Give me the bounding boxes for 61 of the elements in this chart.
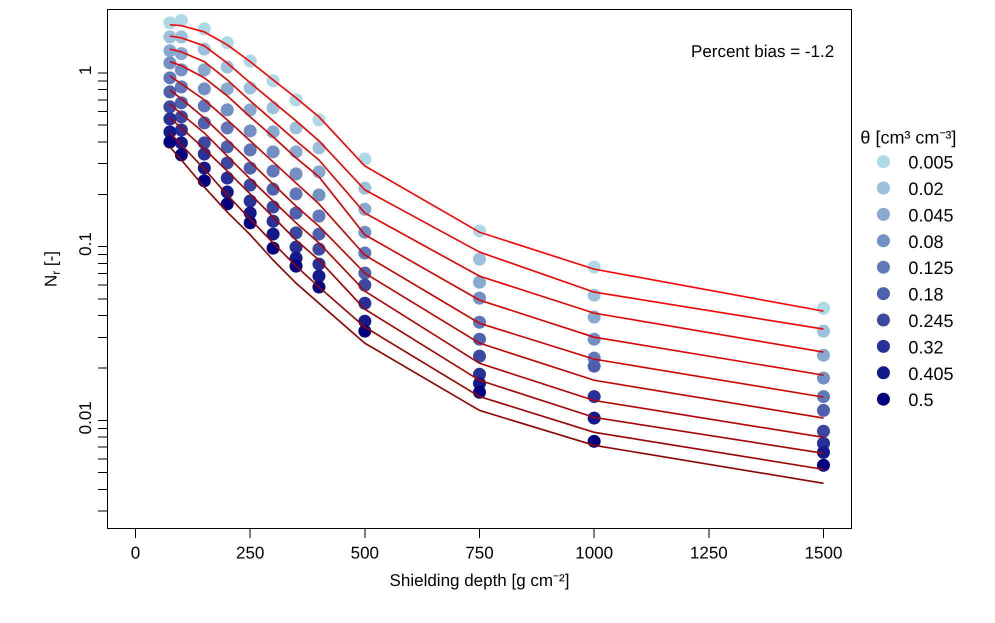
point: [163, 112, 176, 126]
point: [816, 372, 830, 385]
point: [588, 360, 601, 373]
point: [290, 187, 303, 200]
point: [266, 164, 280, 178]
legend-label: 0.405: [908, 364, 954, 384]
point: [220, 103, 234, 116]
point: [266, 145, 280, 158]
point: [220, 172, 234, 185]
x-tick-label: 250: [236, 544, 264, 562]
point: [312, 270, 326, 283]
legend-label: 0.005: [908, 152, 954, 173]
legend-label: 0.18: [908, 284, 944, 305]
point: [816, 348, 830, 362]
point: [816, 424, 830, 438]
point: [198, 82, 211, 96]
point: [163, 56, 176, 70]
x-tick-label: 1000: [575, 544, 614, 562]
x-axis-title: Shielding depth [g cm⁻²]: [390, 570, 570, 590]
point: [312, 228, 326, 241]
point: [312, 209, 326, 222]
legend-label: 0.045: [908, 205, 954, 226]
annotation: Percent bias = -1.2: [691, 42, 834, 61]
point: [290, 121, 303, 134]
point: [220, 82, 234, 96]
y-tick-label: 0.01: [76, 401, 96, 434]
point: [816, 458, 830, 472]
point: [816, 404, 830, 417]
legend-label: 0.5: [908, 390, 934, 410]
x-tick-label: 750: [465, 544, 494, 562]
legend-label: 0.245: [908, 311, 954, 332]
legend-label: 0.32: [908, 337, 944, 358]
x-tick-label: 1250: [690, 544, 728, 562]
point: [163, 85, 176, 98]
point: [816, 446, 830, 459]
point: [163, 71, 176, 84]
point: [244, 143, 257, 156]
point: [163, 135, 176, 148]
legend-label: 0.08: [908, 232, 944, 252]
y-tick-label: 1: [76, 66, 96, 76]
point: [244, 124, 257, 138]
point: [290, 167, 303, 180]
legend-label: 0.02: [908, 179, 944, 200]
legend-title: θ [cm³ cm⁻³]: [860, 127, 956, 148]
x-tick-label: 0: [130, 544, 140, 562]
point: [816, 390, 830, 404]
legend-label: 0.125: [908, 258, 954, 278]
y-tick-label: 0.1: [76, 232, 96, 256]
point: [473, 276, 486, 289]
x-tick-label: 1500: [804, 544, 842, 562]
point: [290, 206, 303, 220]
point: [473, 350, 486, 363]
point: [816, 302, 830, 315]
point: [816, 324, 830, 338]
point: [473, 252, 486, 266]
point: [312, 188, 326, 202]
point: [174, 14, 188, 28]
x-tick-label: 500: [350, 544, 380, 562]
point: [220, 121, 234, 134]
point: [266, 228, 280, 241]
point: [198, 63, 211, 76]
